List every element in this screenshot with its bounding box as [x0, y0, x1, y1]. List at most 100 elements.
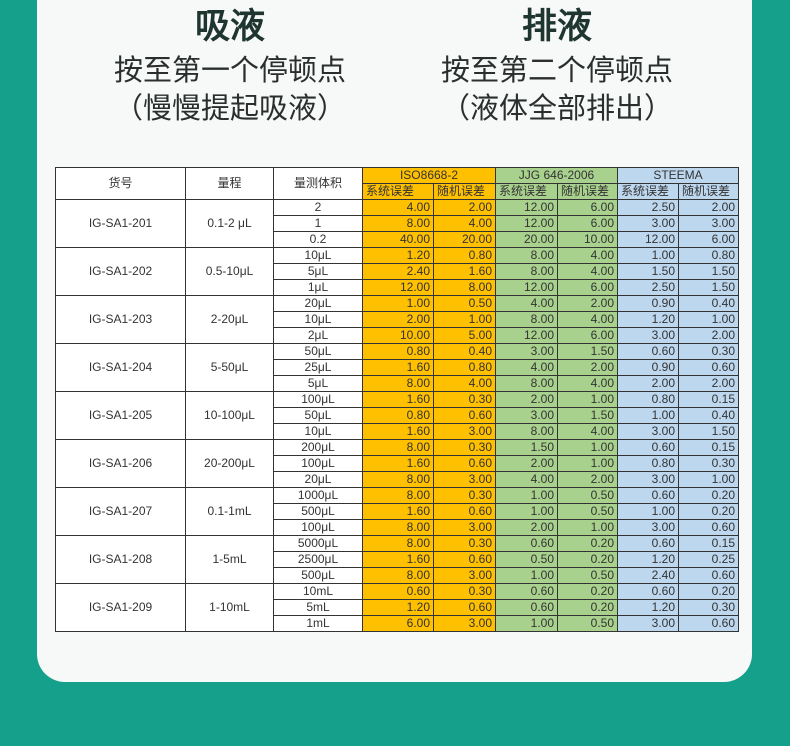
steema-random-cell: 0.20 [678, 503, 739, 520]
steema-random-cell: 0.30 [678, 599, 739, 616]
jjg-random-cell: 2.00 [557, 295, 618, 312]
iso-systematic-cell: 2.40 [362, 263, 434, 280]
steema-random-cell: 0.15 [678, 535, 739, 552]
steema-random-cell: 0.20 [678, 583, 739, 600]
table-row: 20μL 8.00 3.00 4.00 2.00 3.00 1.00 [56, 471, 739, 488]
table-row: 25μL 1.60 0.80 4.00 2.00 0.90 0.60 [56, 359, 739, 376]
header-random-error: 随机误差 [557, 183, 618, 200]
volume-cell: 20μL [273, 295, 363, 312]
steema-random-cell: 1.50 [678, 279, 739, 296]
steema-random-cell: 1.00 [678, 471, 739, 488]
jjg-systematic-cell: 0.60 [495, 535, 558, 552]
table-row: IG-SA1-202 0.5-10μL 10μL 1.20 0.80 8.00 4.00 1.… [55, 247, 739, 296]
iso-systematic-cell: 8.00 [362, 215, 434, 232]
range-cell: 5-50μL [185, 343, 274, 392]
table-row: IG-SA1-204 5-50μL 50μL 0.80 0.40 3.00 1.50 0.60… [55, 343, 739, 392]
iso-systematic-cell: 0.60 [362, 583, 434, 600]
table-row: 100μL 8.00 3.00 2.00 1.00 3.00 0.60 [56, 519, 739, 536]
table-row: IG-SA1-205 10-100μL 100μL 1.60 0.30 2.00 1.00 0… [55, 391, 739, 440]
steema-random-cell: 0.15 [678, 439, 739, 456]
steema-systematic-cell: 1.50 [617, 263, 679, 280]
jjg-systematic-cell: 8.00 [495, 311, 558, 328]
jjg-random-cell: 1.00 [557, 519, 618, 536]
jjg-systematic-cell: 8.00 [495, 423, 558, 440]
dispense-note: （液体全部排出） [440, 91, 673, 125]
iso-systematic-cell: 40.00 [362, 231, 434, 248]
table-row: 2μL 10.00 5.00 12.00 6.00 3.00 2.00 [56, 327, 739, 344]
iso-random-cell: 20.00 [433, 231, 496, 248]
jjg-systematic-cell: 8.00 [495, 375, 558, 392]
steema-systematic-cell: 0.60 [617, 535, 679, 552]
jjg-random-cell: 6.00 [557, 279, 618, 296]
volume-cell: 1μL [273, 279, 363, 296]
iso-systematic-cell: 6.00 [362, 615, 434, 632]
dispense-title: 排液 [521, 7, 592, 47]
iso-random-cell: 0.80 [433, 359, 496, 376]
volume-cell: 5mL [273, 599, 363, 616]
jjg-random-cell: 6.00 [557, 199, 618, 216]
jjg-systematic-cell: 12.00 [495, 199, 558, 216]
iso-systematic-cell: 8.00 [362, 519, 434, 536]
volume-cell: 50μL [273, 407, 363, 424]
jjg-random-cell: 0.20 [557, 599, 618, 616]
iso-systematic-cell: 8.00 [362, 535, 434, 552]
aspirate-step: 按至第一个停顿点 [113, 53, 346, 87]
steema-random-cell: 0.30 [678, 455, 739, 472]
steema-systematic-cell: 2.50 [617, 199, 679, 216]
volume-cell: 2500μL [273, 551, 363, 568]
iso-random-cell: 0.60 [433, 503, 496, 520]
steema-random-cell: 0.30 [678, 343, 739, 360]
volume-cell: 2 [273, 199, 363, 216]
model-cell: IG-SA1-203 [55, 295, 186, 344]
steema-systematic-cell: 12.00 [617, 231, 679, 248]
steema-random-cell: 6.00 [678, 231, 739, 248]
steema-random-cell: 1.00 [678, 311, 739, 328]
table-row: 500μL 8.00 3.00 1.00 0.50 2.40 0.60 [56, 567, 739, 584]
table-row: 10μL 1.60 3.00 8.00 4.00 3.00 1.50 [56, 423, 739, 440]
model-cell: IG-SA1-207 [55, 487, 186, 536]
jjg-systematic-cell: 0.50 [495, 551, 558, 568]
iso-systematic-cell: 4.00 [362, 199, 434, 216]
iso-systematic-cell: 1.20 [362, 247, 434, 264]
jjg-systematic-cell: 3.00 [495, 407, 558, 424]
jjg-random-cell: 4.00 [557, 311, 618, 328]
steema-random-cell: 0.20 [678, 487, 739, 504]
aspirate-title: 吸液 [194, 7, 265, 47]
range-cell: 1-5mL [185, 535, 274, 584]
range-cell: 10-100μL [185, 391, 274, 440]
jjg-random-cell: 1.00 [557, 455, 618, 472]
table-row: IG-SA1-203 2-20μL 20μL 1.00 0.50 4.00 2.00 0.90… [55, 295, 739, 344]
volume-cell: 50μL [273, 343, 363, 360]
steema-systematic-cell: 2.50 [617, 279, 679, 296]
iso-systematic-cell: 8.00 [362, 375, 434, 392]
steema-systematic-cell: 2.00 [617, 375, 679, 392]
steema-systematic-cell: 0.60 [617, 583, 679, 600]
jjg-random-cell: 4.00 [557, 247, 618, 264]
jjg-random-cell: 0.20 [557, 535, 618, 552]
iso-random-cell: 0.60 [433, 455, 496, 472]
jjg-random-cell: 0.20 [557, 551, 618, 568]
jjg-random-cell: 0.50 [557, 503, 618, 520]
range-cell: 1-10mL [185, 583, 274, 632]
table-row: 50μL 0.80 0.60 3.00 1.50 1.00 0.40 [56, 407, 739, 424]
steema-random-cell: 1.50 [678, 423, 739, 440]
steema-systematic-cell: 0.80 [617, 391, 679, 408]
iso-systematic-cell: 1.60 [362, 455, 434, 472]
jjg-systematic-cell: 8.00 [495, 247, 558, 264]
steema-systematic-cell: 0.90 [617, 295, 679, 312]
iso-systematic-cell: 8.00 [362, 439, 434, 456]
steema-random-cell: 0.15 [678, 391, 739, 408]
volume-cell: 1 [273, 215, 363, 232]
steema-systematic-cell: 1.20 [617, 551, 679, 568]
volume-cell: 1mL [273, 615, 363, 632]
table-row: 2500μL 1.60 0.60 0.50 0.20 1.20 0.25 [56, 551, 739, 568]
volume-cell: 10mL [273, 583, 363, 600]
jjg-random-cell: 1.50 [557, 343, 618, 360]
iso-systematic-cell: 1.20 [362, 599, 434, 616]
iso-systematic-cell: 0.80 [362, 343, 434, 360]
header-volume: 量测体积 [273, 167, 363, 200]
volume-cell: 500μL [273, 567, 363, 584]
iso-random-cell: 0.60 [433, 551, 496, 568]
dispense-step: 按至第二个停顿点 [440, 53, 673, 87]
jjg-random-cell: 1.00 [557, 391, 618, 408]
